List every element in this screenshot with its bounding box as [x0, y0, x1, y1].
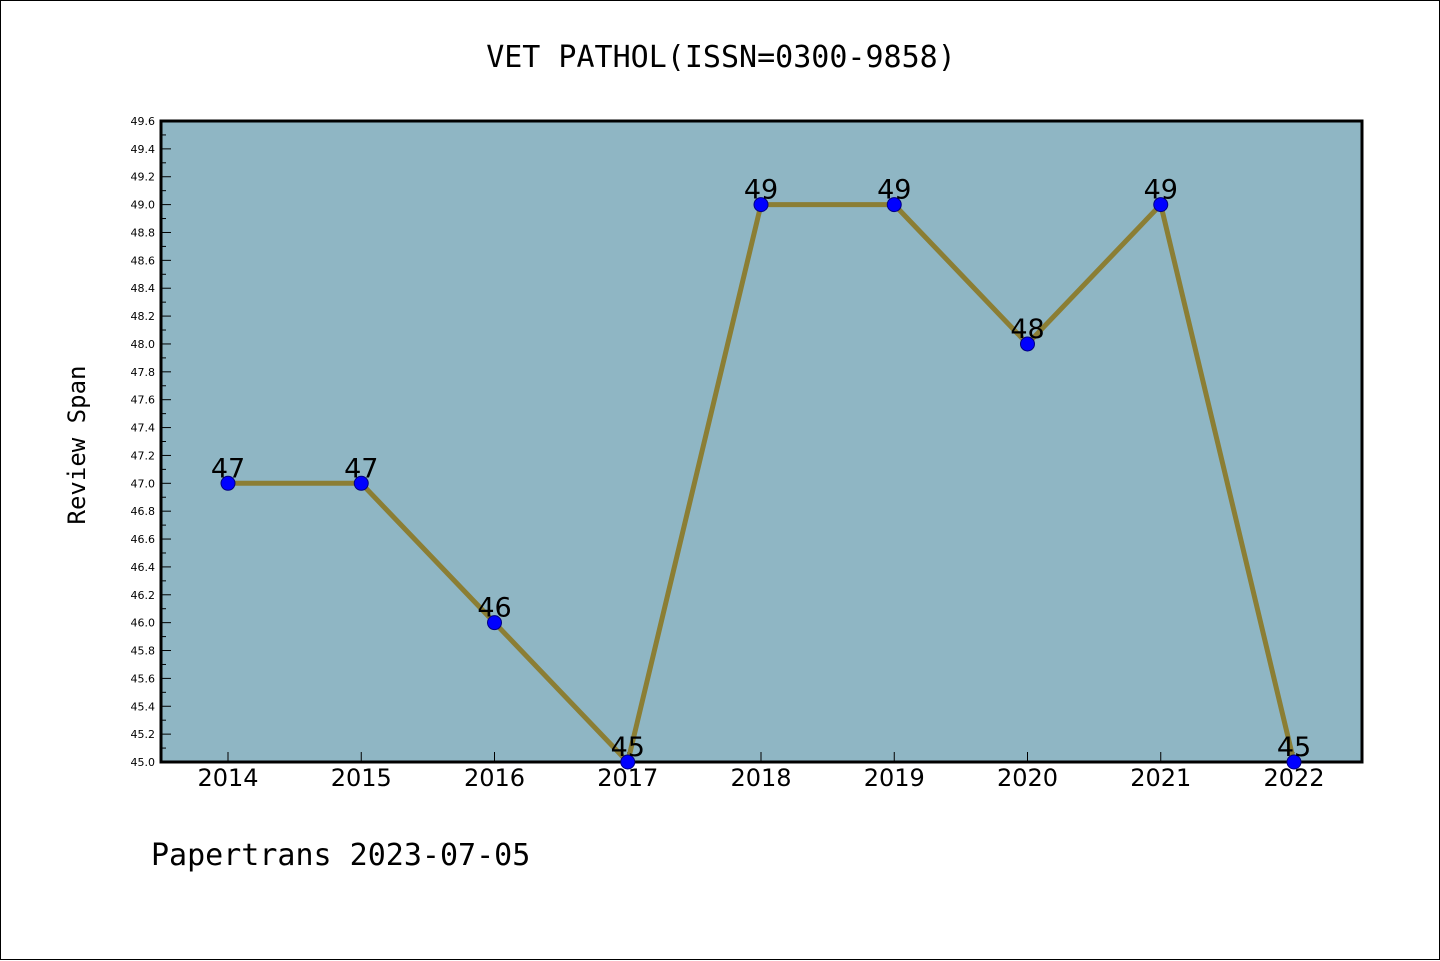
data-label: 46: [477, 593, 511, 624]
x-tick-label: 2018: [730, 764, 791, 792]
data-label: 45: [1277, 732, 1311, 763]
plot-area: [159, 119, 1364, 764]
y-tick-label: 48.0: [131, 338, 156, 351]
y-tick-label: 47.6: [131, 394, 156, 407]
chart-title: VET PATHOL(ISSN=0300-9858): [486, 40, 956, 75]
y-tick-label: 45.4: [131, 700, 156, 713]
x-tick-label: 2014: [197, 764, 258, 792]
data-label: 49: [877, 175, 911, 206]
x-axis: 2014 2015 2016 2017 2018 2019 2020 2021 2022: [197, 752, 1325, 792]
x-tick-label: 2019: [864, 764, 925, 792]
y-tick-label: 46.8: [131, 505, 156, 518]
y-tick-label: 49.2: [131, 171, 156, 184]
x-tick-label: 2016: [464, 764, 525, 792]
data-point: [620, 754, 636, 770]
data-point: [1020, 336, 1035, 352]
x-tick-label: 2021: [1130, 764, 1191, 792]
y-tick-label: 48.2: [131, 310, 156, 323]
data-point: [1286, 754, 1302, 770]
data-label: 49: [1144, 175, 1178, 206]
y-tick-label: 45.0: [131, 756, 156, 769]
y-tick-label: 49.6: [131, 115, 156, 128]
y-tick-label: 47.8: [131, 366, 156, 379]
y-tick-label: 47.4: [131, 422, 156, 435]
y-tick-label: 45.2: [131, 728, 156, 741]
y-tick-label: 46.6: [131, 533, 156, 546]
data-label: 48: [1010, 314, 1044, 345]
y-tick-label: 46.0: [131, 617, 156, 630]
data-label: 47: [344, 453, 378, 484]
y-axis: 45.0 45.2 45.4 45.6 45.8 46.0 46.2 46.4 46.6 46.8…: [131, 115, 171, 769]
y-tick-label: 48.8: [131, 226, 156, 239]
data-point: [353, 475, 369, 491]
data-points: [220, 197, 1302, 770]
data-point: [753, 197, 769, 213]
y-tick-label: 47.0: [131, 477, 156, 490]
data-label: 49: [744, 175, 778, 206]
footer-text: Papertrans 2023-07-05: [151, 838, 530, 873]
data-label: 45: [611, 732, 645, 763]
data-point: [220, 475, 236, 491]
data-label: 47: [211, 453, 245, 484]
y-tick-label: 47.2: [131, 449, 156, 462]
y-tick-label: 46.4: [131, 561, 156, 574]
y-tick-label: 45.6: [131, 672, 156, 685]
y-tick-label: 46.2: [131, 589, 156, 602]
data-labels: 47 47 46 45 49 49 48 49 45: [211, 175, 1311, 763]
y-tick-label: 48.6: [131, 254, 156, 267]
x-tick-label: 2015: [331, 764, 392, 792]
data-point: [1153, 197, 1169, 213]
x-tick-label: 2020: [997, 764, 1058, 792]
y-tick-label: 49.0: [131, 199, 156, 212]
data-point: [487, 615, 502, 631]
y-tick-label: 48.4: [131, 282, 156, 295]
y-axis-label: Review Span: [63, 366, 91, 525]
y-tick-label: 45.8: [131, 645, 156, 658]
y-tick-label: 49.4: [131, 143, 156, 156]
data-point: [886, 197, 902, 213]
